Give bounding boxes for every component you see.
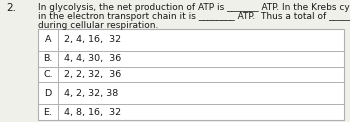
Text: 2.: 2.	[6, 3, 16, 13]
Text: 4, 4, 30,  36: 4, 4, 30, 36	[64, 54, 121, 63]
Bar	[38, 29, 344, 120]
Text: B.: B.	[43, 54, 53, 63]
Text: 2, 2, 32,  36: 2, 2, 32, 36	[64, 70, 121, 79]
Text: during cellular respiration.: during cellular respiration.	[38, 21, 158, 30]
Text: E.: E.	[43, 108, 52, 117]
Text: 4, 2, 32, 38: 4, 2, 32, 38	[64, 89, 118, 98]
Text: 4, 8, 16,  32: 4, 8, 16, 32	[64, 108, 121, 117]
Text: D: D	[44, 89, 52, 98]
Text: A: A	[45, 35, 51, 44]
Text: C.: C.	[43, 70, 53, 79]
Text: in the electron transport chain it is ________ ATP.  Thus a total of ________ ar: in the electron transport chain it is __…	[38, 12, 350, 21]
Text: 2, 4, 16,  32: 2, 4, 16, 32	[64, 35, 121, 44]
Text: In glycolysis, the net production of ATP is _______ ATP. In the Krebs cycle it i: In glycolysis, the net production of ATP…	[38, 3, 350, 12]
